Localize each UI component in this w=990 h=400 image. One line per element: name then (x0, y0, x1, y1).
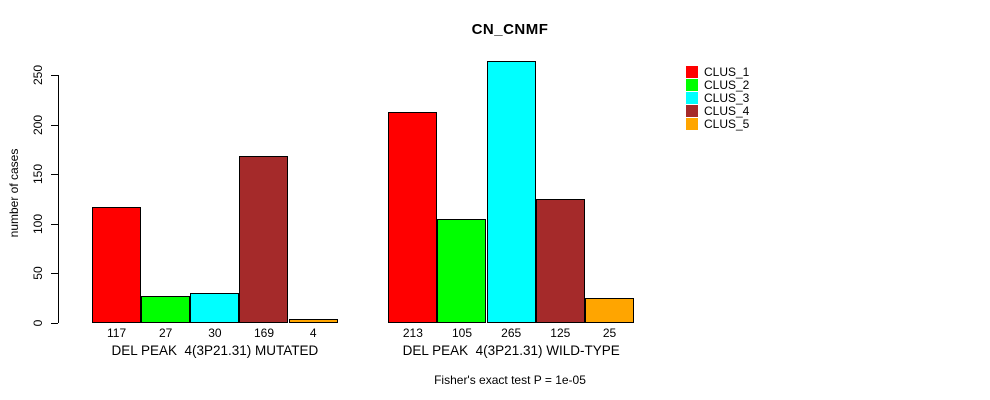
bar-clus_1 (92, 207, 142, 323)
fisher-test-annotation: Fisher's exact test P = 1e-05 (434, 373, 586, 387)
bar-clus_2 (437, 219, 487, 323)
legend-label: CLUS_5 (704, 117, 750, 131)
legend-swatch-clus_3 (686, 92, 698, 104)
x-axis-group-label: DEL PEAK 4(3P21.31) WILD-TYPE (402, 343, 620, 358)
legend-swatch-clus_4 (686, 105, 698, 117)
legend-label: CLUS_2 (704, 78, 750, 92)
legend-swatch-clus_2 (686, 79, 698, 91)
y-axis-tick-label: 250 (31, 64, 45, 86)
bar-value-label: 117 (107, 326, 127, 340)
bar-value-label: 105 (451, 326, 473, 340)
bar-clus_3 (190, 293, 240, 323)
bar-clus_4 (239, 156, 289, 323)
legend-swatch-clus_5 (686, 118, 698, 130)
y-axis-tick (51, 273, 58, 274)
y-axis-tick (51, 323, 58, 324)
bar-value-label: 169 (253, 326, 275, 340)
bar-value-label: 27 (159, 326, 173, 340)
bar-clus_1 (388, 112, 438, 323)
y-axis-line (58, 75, 59, 323)
y-axis-tick-label: 150 (31, 163, 45, 185)
bar-clus_2 (141, 296, 191, 323)
bar-value-label: 213 (402, 326, 423, 340)
bar-clus_3 (486, 61, 536, 323)
bar-clus_5 (584, 298, 634, 323)
bar-value-label: 125 (550, 326, 571, 340)
y-axis-tick-label: 200 (31, 114, 45, 136)
y-axis-tick-label: 100 (31, 213, 45, 235)
legend-label: CLUS_4 (704, 104, 750, 118)
bar-value-label: 265 (501, 326, 522, 340)
y-axis-tick-label: 50 (31, 266, 45, 280)
bar-clus_5 (288, 319, 338, 323)
chart-title: CN_CNMF (471, 21, 549, 38)
y-axis-tick (51, 75, 58, 76)
y-axis-tick (51, 125, 58, 126)
legend-swatch-clus_1 (686, 66, 698, 78)
y-axis-tick-label: 0 (31, 319, 45, 327)
bar-value-label: 4 (309, 326, 317, 340)
legend-label: CLUS_3 (704, 91, 750, 105)
bar-value-label: 25 (602, 326, 617, 340)
x-axis-group-label: DEL PEAK 4(3P21.31) MUTATED (111, 343, 319, 358)
bar-value-label: 30 (208, 326, 222, 340)
y-axis-tick (51, 174, 58, 175)
bar-clus_4 (535, 199, 585, 323)
legend-label: CLUS_1 (704, 65, 750, 79)
y-axis-tick (51, 224, 58, 225)
y-axis-label: number of cases (7, 148, 21, 238)
